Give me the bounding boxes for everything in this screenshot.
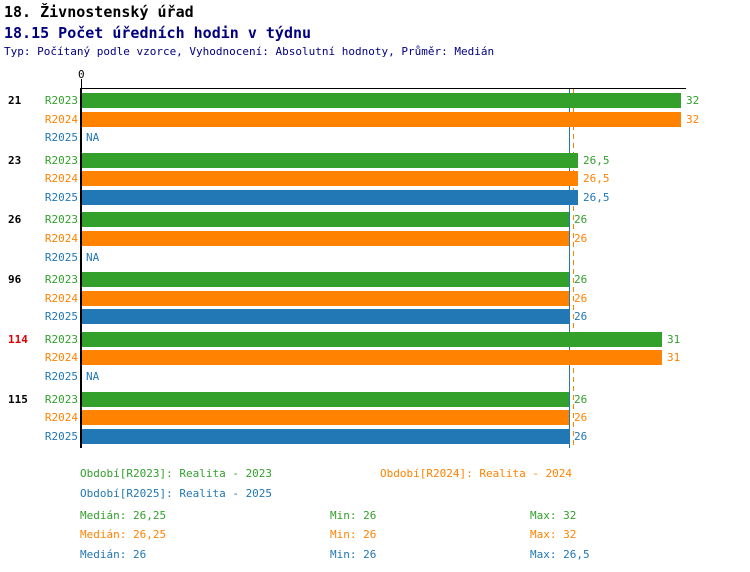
series-label: R2025: [44, 310, 78, 323]
median-line-r2024: [573, 89, 574, 448]
series-label: R2023: [44, 273, 78, 286]
series-label: R2025: [44, 251, 78, 264]
series-label: R2025: [44, 430, 78, 443]
series-label: R2024: [44, 113, 78, 126]
stat-median-r2025: Medián: 26: [80, 548, 147, 561]
bar-value-label: 31: [667, 351, 681, 364]
group-label-115: 115: [8, 393, 28, 406]
bar-r2025: [82, 309, 569, 324]
chart-meta: Typ: Počítaný podle vzorce, Vyhodnocení:…: [4, 45, 495, 58]
na-label: NA: [86, 131, 100, 144]
series-label: R2023: [44, 94, 78, 107]
na-label: NA: [86, 370, 100, 383]
stat-min-r2024: Min: 26: [330, 528, 377, 541]
series-label: R2025: [44, 370, 78, 383]
x-axis-line: [80, 88, 686, 89]
stat-median-r2023: Medián: 26,25: [80, 509, 167, 522]
series-label: R2024: [44, 411, 78, 424]
series-label: R2024: [44, 232, 78, 245]
bar-value-label: 26: [574, 273, 588, 286]
bar-r2023: [82, 332, 662, 347]
x-axis-zero-label: 0: [78, 68, 85, 81]
median-line-r2025: [569, 89, 570, 448]
series-label: R2023: [44, 393, 78, 406]
legend-r2025: Období[R2025]: Realita - 2025: [80, 487, 273, 500]
bar-value-label: 31: [667, 333, 681, 346]
stat-min-r2023: Min: 26: [330, 509, 377, 522]
bar-value-label: 26,5: [583, 172, 610, 185]
series-label: R2023: [44, 213, 78, 226]
x-axis-tick: [81, 79, 82, 88]
bar-r2023: [82, 392, 569, 407]
series-label: R2025: [44, 131, 78, 144]
bar-value-label: 26: [574, 292, 588, 305]
bar-r2024: [82, 291, 569, 306]
bar-r2024: [82, 231, 569, 246]
bar-r2025: [82, 190, 578, 205]
bar-r2024: [82, 171, 578, 186]
stat-max-r2025: Max: 26,5: [530, 548, 590, 561]
bar-r2025: [82, 429, 569, 444]
page-title: 18. Živnostenský úřad: [4, 3, 194, 21]
stat-max-r2023: Max: 32: [530, 509, 577, 522]
bar-value-label: 26: [574, 430, 588, 443]
chart-subtitle: 18.15 Počet úředních hodin v týdnu: [4, 24, 312, 42]
bar-r2024: [82, 112, 681, 127]
bar-value-label: 26: [574, 232, 588, 245]
group-label-26: 26: [8, 213, 22, 226]
bar-value-label: 32: [686, 94, 700, 107]
bar-r2024: [82, 410, 569, 425]
bar-r2023: [82, 153, 578, 168]
stat-min-r2025: Min: 26: [330, 548, 377, 561]
legend-r2023: Období[R2023]: Realita - 2023: [80, 467, 273, 480]
bar-value-label: 26: [574, 393, 588, 406]
group-label-114: 114: [8, 333, 28, 346]
bar-value-label: 32: [686, 113, 700, 126]
bar-value-label: 26,5: [583, 191, 610, 204]
series-label: R2023: [44, 333, 78, 346]
bar-value-label: 26: [574, 310, 588, 323]
series-label: R2025: [44, 191, 78, 204]
bar-r2023: [82, 212, 569, 227]
legend-r2024: Období[R2024]: Realita - 2024: [380, 467, 573, 480]
group-label-96: 96: [8, 273, 22, 286]
series-label: R2024: [44, 351, 78, 364]
series-label: R2024: [44, 292, 78, 305]
stat-median-r2024: Medián: 26,25: [80, 528, 167, 541]
series-label: R2024: [44, 172, 78, 185]
series-label: R2023: [44, 154, 78, 167]
bar-value-label: 26: [574, 411, 588, 424]
bar-value-label: 26: [574, 213, 588, 226]
na-label: NA: [86, 251, 100, 264]
group-label-23: 23: [8, 154, 22, 167]
y-axis-line: [80, 88, 82, 448]
bar-r2023: [82, 93, 681, 108]
bar-r2023: [82, 272, 569, 287]
group-label-21: 21: [8, 94, 22, 107]
stat-max-r2024: Max: 32: [530, 528, 577, 541]
bar-r2024: [82, 350, 662, 365]
bar-value-label: 26,5: [583, 154, 610, 167]
